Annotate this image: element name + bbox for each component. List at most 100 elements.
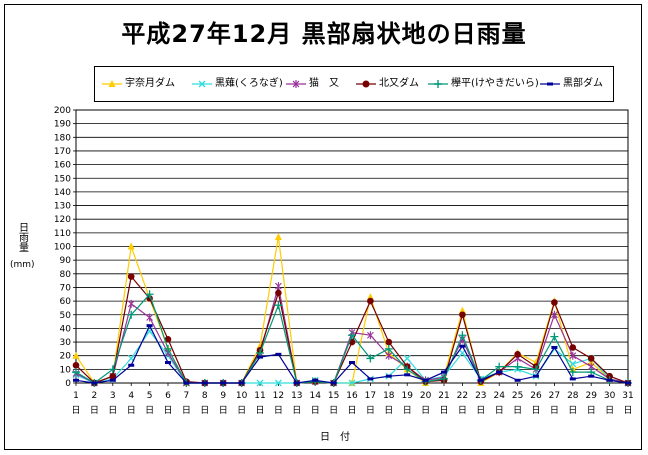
- data-point: [91, 381, 98, 385]
- data-point: [385, 351, 393, 360]
- data-point: [257, 355, 263, 359]
- x-tick-label: 18: [383, 391, 395, 401]
- x-tick-suffix: 日: [163, 405, 172, 416]
- legend-label: 北又ダム: [379, 78, 419, 89]
- data-point: [367, 377, 374, 381]
- x-tick-suffix: 日: [311, 405, 320, 416]
- data-point: [128, 363, 135, 367]
- y-tick-label: 50: [60, 311, 72, 321]
- x-tick-label: 24: [493, 391, 505, 401]
- x-tick-suffix: 日: [145, 405, 154, 416]
- data-point: [588, 374, 595, 378]
- data-point: [551, 299, 558, 306]
- x-tick-label: 12: [273, 391, 284, 401]
- x-tick-label: 19: [401, 391, 413, 401]
- legend-label: 黒薙(くろなぎ): [215, 78, 283, 89]
- data-point: [532, 365, 540, 374]
- x-tick-suffix: 日: [623, 405, 632, 416]
- x-tick-suffix: 日: [495, 405, 504, 416]
- y-tick-label: 80: [60, 270, 72, 280]
- data-point: [275, 289, 282, 297]
- x-tick-label: 2: [92, 391, 98, 401]
- x-tick-label: 13: [291, 391, 302, 401]
- x-tick-label: 11: [254, 391, 265, 401]
- data-point: [384, 344, 393, 353]
- y-tick-label: 190: [54, 120, 71, 130]
- x-tick-label: 1: [73, 391, 79, 401]
- x-tick-suffix: 日: [108, 405, 117, 416]
- legend-label: 猫 又: [309, 78, 339, 89]
- x-tick-suffix: 日: [513, 405, 522, 416]
- data-point: [274, 379, 282, 387]
- x-tick-suffix: 日: [550, 405, 559, 416]
- data-point: [459, 344, 466, 348]
- chart-title: 平成27年12月 黒部扇状地の日雨量: [121, 20, 527, 48]
- x-tick-label: 29: [585, 391, 597, 401]
- data-point: [127, 273, 135, 280]
- x-tick-suffix: 日: [587, 405, 596, 416]
- data-point: [256, 379, 264, 387]
- data-point: [496, 370, 503, 374]
- x-tick-label: 25: [512, 391, 523, 401]
- x-tick-label: 3: [110, 391, 116, 401]
- y-tick-label: 180: [54, 133, 71, 143]
- y-axis-unit: (mm): [10, 260, 35, 270]
- x-tick-suffix: 日: [458, 405, 467, 416]
- data-point: [293, 381, 300, 385]
- x-tick-label: 6: [165, 391, 171, 401]
- x-tick-suffix: 日: [403, 405, 412, 416]
- y-tick-label: 30: [60, 338, 72, 348]
- data-point: [146, 313, 153, 322]
- x-tick-label: 26: [530, 391, 542, 401]
- x-tick-suffix: 日: [384, 405, 393, 416]
- data-point: [458, 306, 466, 314]
- data-point: [108, 365, 117, 374]
- x-tick-label: 14: [309, 391, 321, 401]
- data-point: [312, 378, 319, 382]
- y-tick-label: 90: [60, 256, 72, 266]
- data-point: [127, 242, 135, 250]
- data-point: [568, 368, 577, 377]
- y-tick-label: 130: [54, 202, 71, 212]
- data-point: [127, 299, 135, 308]
- legend-label: 欅平(けやきだいら): [451, 78, 539, 89]
- data-point: [403, 354, 411, 362]
- x-tick-label: 20: [420, 391, 432, 401]
- data-point: [587, 358, 595, 366]
- x-tick-suffix: 日: [439, 405, 448, 416]
- data-point: [422, 378, 429, 382]
- x-tick-label: 21: [438, 391, 449, 401]
- data-point: [385, 374, 392, 378]
- data-point: [514, 378, 521, 382]
- data-point: [349, 361, 355, 365]
- y-tick-label: 170: [54, 147, 71, 157]
- data-point: [220, 381, 227, 385]
- y-tick-label: 160: [54, 161, 71, 171]
- data-point: [385, 338, 393, 346]
- x-tick-label: 17: [365, 391, 376, 401]
- x-tick-label: 10: [236, 391, 248, 401]
- x-tick-suffix: 日: [329, 405, 338, 416]
- x-tick-label: 22: [457, 391, 468, 401]
- y-axis-label: 日雨量 (mm): [10, 222, 35, 272]
- x-tick-label: 30: [604, 391, 616, 401]
- data-point: [72, 361, 80, 369]
- x-axis-label: 日付: [320, 432, 360, 443]
- data-point: [72, 368, 80, 377]
- x-tick-suffix: 日: [476, 405, 485, 416]
- data-point: [73, 378, 79, 382]
- x-tick-suffix: 日: [274, 405, 283, 416]
- y-tick-label: 150: [54, 174, 71, 184]
- legend-swatch: [428, 80, 448, 88]
- data-point: [127, 310, 136, 319]
- y-tick-label: 10: [60, 365, 72, 375]
- y-tick-label: 140: [54, 188, 71, 198]
- data-point: [441, 370, 447, 374]
- data-point: [164, 344, 172, 353]
- y-tick-label: 40: [60, 324, 72, 334]
- data-point: [440, 374, 448, 383]
- data-point: [551, 346, 558, 350]
- data-point: [459, 311, 466, 319]
- data-point: [569, 351, 577, 360]
